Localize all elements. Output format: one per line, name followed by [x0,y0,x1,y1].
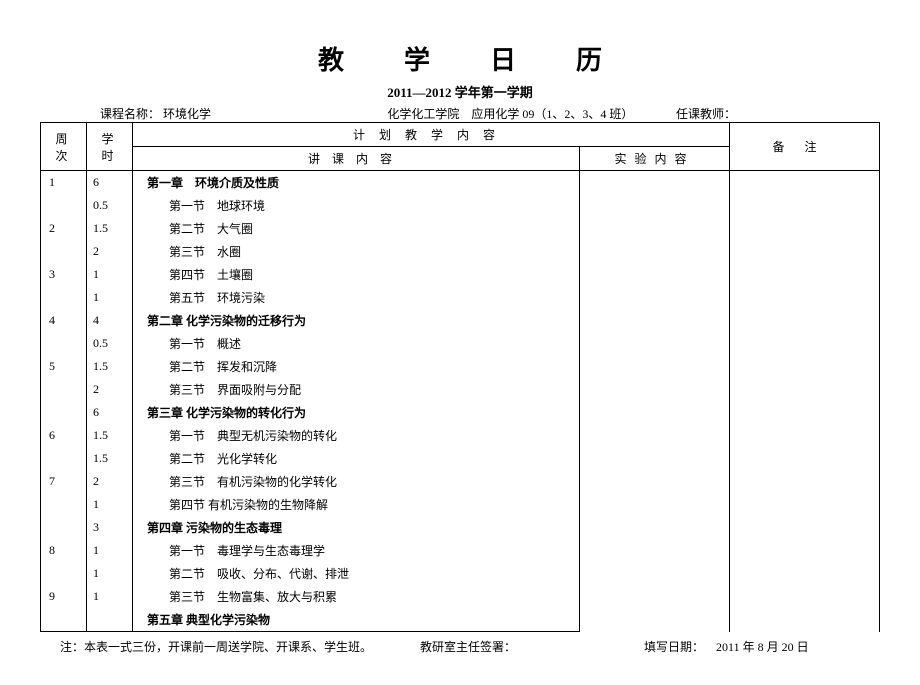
cell-lecture: 第三节 水圈 [133,240,580,263]
cell-week: 8 [41,539,87,562]
cell-hours: 2 [87,378,133,401]
cell-hours: 2 [87,240,133,263]
table-row: 16第一章 环境介质及性质 [41,171,880,195]
cell-hours: 0.5 [87,194,133,217]
page-title: 教学日历 [40,40,880,77]
cell-hours: 2 [87,470,133,493]
cell-lecture: 第二节 吸收、分布、代谢、排泄 [133,562,580,585]
footer-date-value: 2011 年 8 月 20 日 [716,640,809,654]
cell-week [41,401,87,424]
cell-experiment [579,171,729,632]
cell-hours: 1.5 [87,217,133,240]
cell-hours: 1 [87,286,133,309]
cell-lecture: 第五章 典型化学污染物 [133,608,580,632]
cell-hours: 1.5 [87,355,133,378]
cell-week [41,194,87,217]
cell-week [41,493,87,516]
cell-week [41,608,87,632]
header-hours: 学 时 [87,123,133,171]
cell-hours: 6 [87,401,133,424]
meta-row: 课程名称： 环境化学 化学化工学院 应用化学 09（1、2、3、4 班） 任课教… [40,105,880,122]
cell-hours: 1 [87,585,133,608]
cell-lecture: 第五节 环境污染 [133,286,580,309]
cell-hours: 1.5 [87,447,133,470]
cell-lecture: 第三章 化学污染物的转化行为 [133,401,580,424]
cell-hours: 1 [87,539,133,562]
cell-lecture: 第二章 化学污染物的迁移行为 [133,309,580,332]
cell-hours [87,608,133,632]
cell-week [41,240,87,263]
cell-week: 4 [41,309,87,332]
header-week: 周 次 [41,123,87,171]
cell-lecture: 第一节 概述 [133,332,580,355]
header-lecture: 讲课内容 [133,147,580,171]
cell-lecture: 第四节 土壤圈 [133,263,580,286]
schedule-table: 周 次 学 时 计划教学内容 备注 讲课内容 实验内容 16第一章 环境介质及性… [40,122,880,632]
cell-lecture: 第一章 环境介质及性质 [133,171,580,195]
cell-week: 5 [41,355,87,378]
cell-week [41,286,87,309]
cell-lecture: 第四节 有机污染物的生物降解 [133,493,580,516]
cell-week [41,378,87,401]
cell-week [41,562,87,585]
cell-lecture: 第三节 有机污染物的化学转化 [133,470,580,493]
header-experiment: 实验内容 [579,147,729,171]
header-note: 备注 [730,123,880,171]
cell-lecture: 第二节 大气圈 [133,217,580,240]
table-body: 16第一章 环境介质及性质0.5第一节 地球环境21.5第二节 大气圈2第三节 … [41,171,880,632]
cell-lecture: 第一节 典型无机污染物的转化 [133,424,580,447]
cell-hours: 1 [87,562,133,585]
cell-week [41,516,87,539]
cell-lecture: 第二节 光化学转化 [133,447,580,470]
cell-hours: 6 [87,171,133,195]
cell-week: 1 [41,171,87,195]
cell-hours: 3 [87,516,133,539]
cell-week [41,332,87,355]
cell-week: 6 [41,424,87,447]
cell-week: 2 [41,217,87,240]
header-plan: 计划教学内容 [133,123,730,147]
cell-lecture: 第四章 污染物的生态毒理 [133,516,580,539]
course-label: 课程名称： [100,107,160,121]
cell-week: 9 [41,585,87,608]
cell-hours: 1 [87,263,133,286]
page-subtitle: 2011—2012 学年第一学期 [40,82,880,101]
cell-hours: 1 [87,493,133,516]
cell-lecture: 第一节 毒理学与生态毒理学 [133,539,580,562]
cell-hours: 1.5 [87,424,133,447]
footer-sign: 教研室主任签署： [420,638,644,655]
cell-lecture: 第一节 地球环境 [133,194,580,217]
cell-week: 7 [41,470,87,493]
cell-week: 3 [41,263,87,286]
cell-lecture: 第三节 界面吸附与分配 [133,378,580,401]
footer-row: 注：本表一式三份，开课前一周送学院、开课系、学生班。 教研室主任签署： 填写日期… [40,638,880,655]
college-info: 化学化工学院 应用化学 09（1、2、3、4 班） [345,105,676,122]
teacher-label: 任课教师： [676,105,820,122]
cell-week [41,447,87,470]
footer-note: 注：本表一式三份，开课前一周送学院、开课系、学生班。 [60,638,420,655]
cell-hours: 0.5 [87,332,133,355]
cell-note [730,171,880,632]
cell-lecture: 第三节 生物富集、放大与积累 [133,585,580,608]
course-name: 环境化学 [163,107,211,121]
footer-date-label: 填写日期： [644,640,704,654]
cell-hours: 4 [87,309,133,332]
cell-lecture: 第二节 挥发和沉降 [133,355,580,378]
